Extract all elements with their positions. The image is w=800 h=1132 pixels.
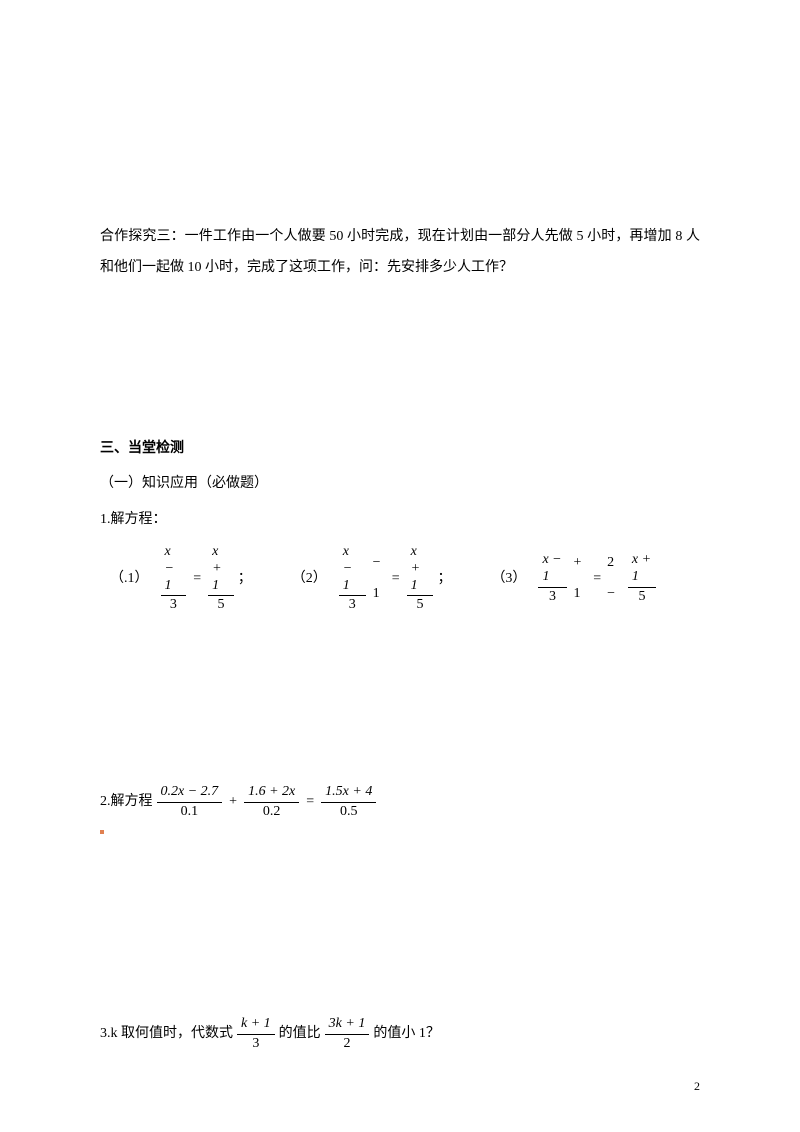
p3-frac1: k + 1 3 <box>237 1016 275 1053</box>
problem3: 3.k 取何值时，代数式 k + 1 3 的值比 3k + 1 2 的值小 1？ <box>100 1016 700 1053</box>
eq2-label: （2） <box>292 564 327 595</box>
equation-1: （.1） x − 1 3 = x + 1 5 ； <box>110 544 252 614</box>
problem1-label: 1.解方程： <box>100 505 700 536</box>
document-content: 合作探究三：一件工作由一个人做要 50 小时完成，现在计划由一部分人先做 5 小… <box>0 0 800 1052</box>
p2-equals: = <box>306 787 314 818</box>
p2-frac1: 0.2x − 2.7 0.1 <box>157 784 223 821</box>
eq2-minus1: − 1 <box>373 548 386 610</box>
p3-frac2: 3k + 1 2 <box>325 1016 370 1053</box>
eq2-frac2: x + 1 5 <box>407 544 434 614</box>
eq2-semicolon: ； <box>437 564 451 595</box>
p2-frac2: 1.6 + 2x 0.2 <box>244 784 299 821</box>
eq1-equals: = <box>193 564 201 595</box>
eq1-frac1: x − 1 3 <box>161 544 187 614</box>
problem3-label-before: 3.k 取何值时，代数式 <box>100 1019 233 1050</box>
problem2-label: 2.解方程 <box>100 787 153 818</box>
eq1-frac2: x + 1 5 <box>208 544 234 614</box>
eq3-two-minus: 2 − <box>607 548 621 610</box>
equation-2: （2） x − 1 3 − 1 = x + 1 5 ； <box>292 544 452 614</box>
problem2-equation: 0.2x − 2.7 0.1 + 1.6 + 2x 0.2 = 1.5x + 4… <box>153 784 381 821</box>
eq3-plus1: + 1 <box>574 548 588 610</box>
eq1-semicolon: ； <box>238 564 252 595</box>
red-dot-marker <box>100 830 104 834</box>
problem1-equations: （.1） x − 1 3 = x + 1 5 ； （2） x − 1 3 − 1… <box>110 544 700 614</box>
eq3-frac2: x + 1 5 <box>628 552 656 605</box>
problem2: 2.解方程 0.2x − 2.7 0.1 + 1.6 + 2x 0.2 = 1.… <box>100 784 700 821</box>
section-title: 三、当堂检测 <box>100 434 700 465</box>
problem3-label-after: 的值小 1？ <box>373 1019 440 1050</box>
eq3-frac1: x − 1 3 <box>538 552 566 605</box>
eq3-equals: = <box>593 564 601 595</box>
eq3-label: （3） <box>491 564 526 595</box>
eq1-label: （.1） <box>110 564 149 595</box>
exploration-text: 合作探究三：一件工作由一个人做要 50 小时完成，现在计划由一部分人先做 5 小… <box>100 229 700 275</box>
p2-plus: + <box>229 787 237 818</box>
eq2-equals: = <box>392 564 400 595</box>
subsection-label: （一）知识应用（必做题） <box>100 469 700 500</box>
exploration-paragraph: 合作探究三：一件工作由一个人做要 50 小时完成，现在计划由一部分人先做 5 小… <box>100 222 700 284</box>
page-number: 2 <box>694 1079 700 1094</box>
equation-3: （3） x − 1 3 + 1 = 2 − x + 1 5 <box>491 548 660 610</box>
problem3-label-mid: 的值比 <box>279 1019 321 1050</box>
eq2-frac1: x − 1 3 <box>339 544 366 614</box>
p2-frac3: 1.5x + 4 0.5 <box>321 784 376 821</box>
